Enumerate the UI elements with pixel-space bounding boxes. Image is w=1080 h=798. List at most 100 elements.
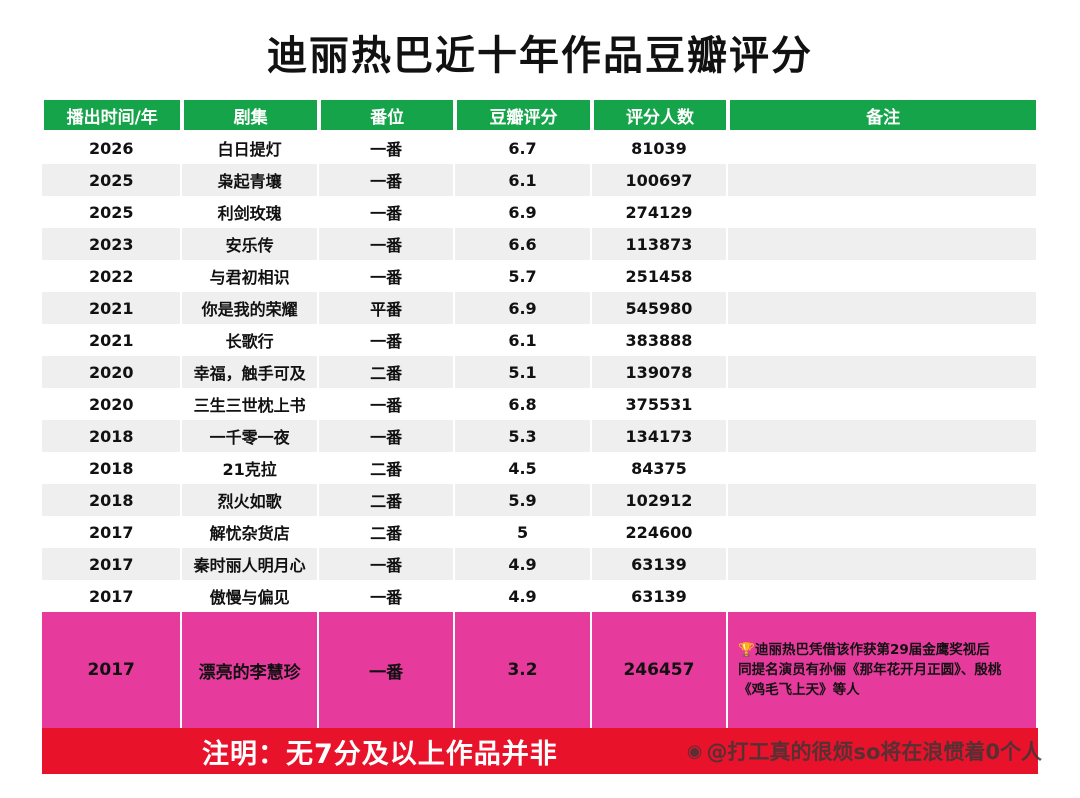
cell-score: 5 bbox=[455, 516, 592, 548]
cell-drama: 21克拉 bbox=[182, 452, 319, 484]
cell-year: 2017 bbox=[42, 580, 183, 612]
cell-score: 5.1 bbox=[455, 356, 592, 388]
cell-raters: 134173 bbox=[592, 420, 729, 452]
cell-raters: 274129 bbox=[592, 196, 729, 228]
cell-raters: 545980 bbox=[592, 292, 729, 324]
table-row: 2023 安乐传 一番 6.6 113873 bbox=[42, 228, 1038, 260]
table-row: 2017 秦时丽人明月心 一番 4.9 63139 bbox=[42, 548, 1038, 580]
cell-raters: 63139 bbox=[592, 580, 729, 612]
cell-billing: 一番 bbox=[319, 388, 456, 420]
table-row: 2018 烈火如歌 二番 5.9 102912 bbox=[42, 484, 1038, 516]
cell-billing: 一番 bbox=[319, 612, 456, 728]
cell-score: 6.9 bbox=[455, 292, 592, 324]
cell-billing: 一番 bbox=[319, 548, 456, 580]
cell-score: 6.8 bbox=[455, 388, 592, 420]
table-row: 2021 你是我的荣耀 平番 6.9 545980 bbox=[42, 292, 1038, 324]
cell-year: 2018 bbox=[42, 484, 183, 516]
cell-billing: 一番 bbox=[319, 196, 456, 228]
cell-drama: 枭起青壤 bbox=[182, 164, 319, 196]
cell-billing: 一番 bbox=[319, 324, 456, 356]
cell-score: 6.1 bbox=[455, 164, 592, 196]
table-row: 2026 白日提灯 一番 6.7 81039 bbox=[42, 132, 1038, 164]
cell-raters: 63139 bbox=[592, 548, 729, 580]
cell-year: 2026 bbox=[42, 132, 183, 164]
cell-note bbox=[728, 420, 1038, 452]
cell-year: 2018 bbox=[42, 452, 183, 484]
cell-drama: 烈火如歌 bbox=[182, 484, 319, 516]
cell-billing: 二番 bbox=[319, 452, 456, 484]
cell-score: 4.5 bbox=[455, 452, 592, 484]
watermark: ◉ @打工真的很烦so将在浪惯着0个人 bbox=[687, 736, 1042, 766]
cell-drama: 秦时丽人明月心 bbox=[182, 548, 319, 580]
cell-note: 🏆迪丽热巴凭借该作获第29届金鹰奖视后 同提名演员有孙俪《那年花开月正圆》、殷桃… bbox=[728, 612, 1038, 728]
cell-year: 2023 bbox=[42, 228, 183, 260]
table-body: 2026 白日提灯 一番 6.7 81039 2025 枭起青壤 一番 6.1 … bbox=[42, 132, 1038, 728]
cell-year: 2020 bbox=[42, 356, 183, 388]
header-cell-score: 豆瓣评分 bbox=[455, 98, 592, 132]
cell-billing: 一番 bbox=[319, 580, 456, 612]
cell-drama: 利剑玫瑰 bbox=[182, 196, 319, 228]
cell-score: 3.2 bbox=[455, 612, 592, 728]
ratings-table: 播出时间/年 剧集 番位 豆瓣评分 评分人数 备注 2026 白日提灯 一番 6… bbox=[42, 98, 1038, 728]
cell-year: 2018 bbox=[42, 420, 183, 452]
cell-year: 2017 bbox=[42, 516, 183, 548]
cell-score: 6.6 bbox=[455, 228, 592, 260]
cell-raters: 113873 bbox=[592, 228, 729, 260]
table-row: 2025 枭起青壤 一番 6.1 100697 bbox=[42, 164, 1038, 196]
table-row: 2020 幸福，触手可及 二番 5.1 139078 bbox=[42, 356, 1038, 388]
cell-raters: 84375 bbox=[592, 452, 729, 484]
table-row: 2017 傲慢与偏见 一番 4.9 63139 bbox=[42, 580, 1038, 612]
cell-raters: 100697 bbox=[592, 164, 729, 196]
cell-billing: 二番 bbox=[319, 516, 456, 548]
table-row: 2020 三生三世枕上书 一番 6.8 375531 bbox=[42, 388, 1038, 420]
table-row: 2018 21克拉 二番 4.5 84375 bbox=[42, 452, 1038, 484]
header-cell-raters: 评分人数 bbox=[591, 98, 729, 132]
cell-note bbox=[728, 484, 1038, 516]
cell-year: 2020 bbox=[42, 388, 183, 420]
cell-year: 2021 bbox=[42, 324, 183, 356]
cell-billing: 一番 bbox=[319, 132, 456, 164]
cell-billing: 一番 bbox=[319, 164, 456, 196]
cell-raters: 383888 bbox=[592, 324, 729, 356]
cell-raters: 375531 bbox=[592, 388, 729, 420]
cell-drama: 一千零一夜 bbox=[182, 420, 319, 452]
cell-note bbox=[728, 132, 1038, 164]
header-cell-drama: 剧集 bbox=[182, 98, 319, 132]
cell-billing: 平番 bbox=[319, 292, 456, 324]
cell-raters: 81039 bbox=[592, 132, 729, 164]
cell-note bbox=[728, 452, 1038, 484]
cell-raters: 251458 bbox=[592, 260, 729, 292]
page-title: 迪丽热巴近十年作品豆瓣评分 bbox=[267, 33, 813, 79]
footer-note: 注明：无7分及以上作品并非 bbox=[202, 738, 558, 770]
cell-drama: 长歌行 bbox=[182, 324, 319, 356]
cell-note bbox=[728, 580, 1038, 612]
cell-raters: 102912 bbox=[592, 484, 729, 516]
cell-drama: 幸福，触手可及 bbox=[182, 356, 319, 388]
cell-raters: 246457 bbox=[592, 612, 729, 728]
cell-billing: 二番 bbox=[319, 356, 456, 388]
table-row: 2017 解忧杂货店 二番 5 224600 bbox=[42, 516, 1038, 548]
cell-year: 2025 bbox=[42, 164, 183, 196]
cell-year: 2017 bbox=[42, 548, 183, 580]
table-row: 2018 一千零一夜 一番 5.3 134173 bbox=[42, 420, 1038, 452]
cell-score: 4.9 bbox=[455, 548, 592, 580]
cell-score: 5.7 bbox=[455, 260, 592, 292]
cell-drama: 与君初相识 bbox=[182, 260, 319, 292]
cell-drama: 解忧杂货店 bbox=[182, 516, 319, 548]
cell-raters: 224600 bbox=[592, 516, 729, 548]
header-cell-year: 播出时间/年 bbox=[42, 98, 183, 132]
cell-year: 2022 bbox=[42, 260, 183, 292]
cell-score: 5.3 bbox=[455, 420, 592, 452]
watermark-text: @打工真的很烦so将在浪惯着0个人 bbox=[706, 740, 1042, 764]
cell-note bbox=[728, 228, 1038, 260]
header-row: 播出时间/年 剧集 番位 豆瓣评分 评分人数 备注 bbox=[42, 98, 1038, 132]
cell-billing: 二番 bbox=[319, 484, 456, 516]
cell-note bbox=[728, 548, 1038, 580]
table-row: 2017 漂亮的李慧珍 一番 3.2 246457 🏆迪丽热巴凭借该作获第29届… bbox=[42, 612, 1038, 728]
cell-year: 2025 bbox=[42, 196, 183, 228]
cell-note bbox=[728, 324, 1038, 356]
cell-billing: 一番 bbox=[319, 420, 456, 452]
cell-drama: 三生三世枕上书 bbox=[182, 388, 319, 420]
header-cell-billing: 番位 bbox=[318, 98, 456, 132]
